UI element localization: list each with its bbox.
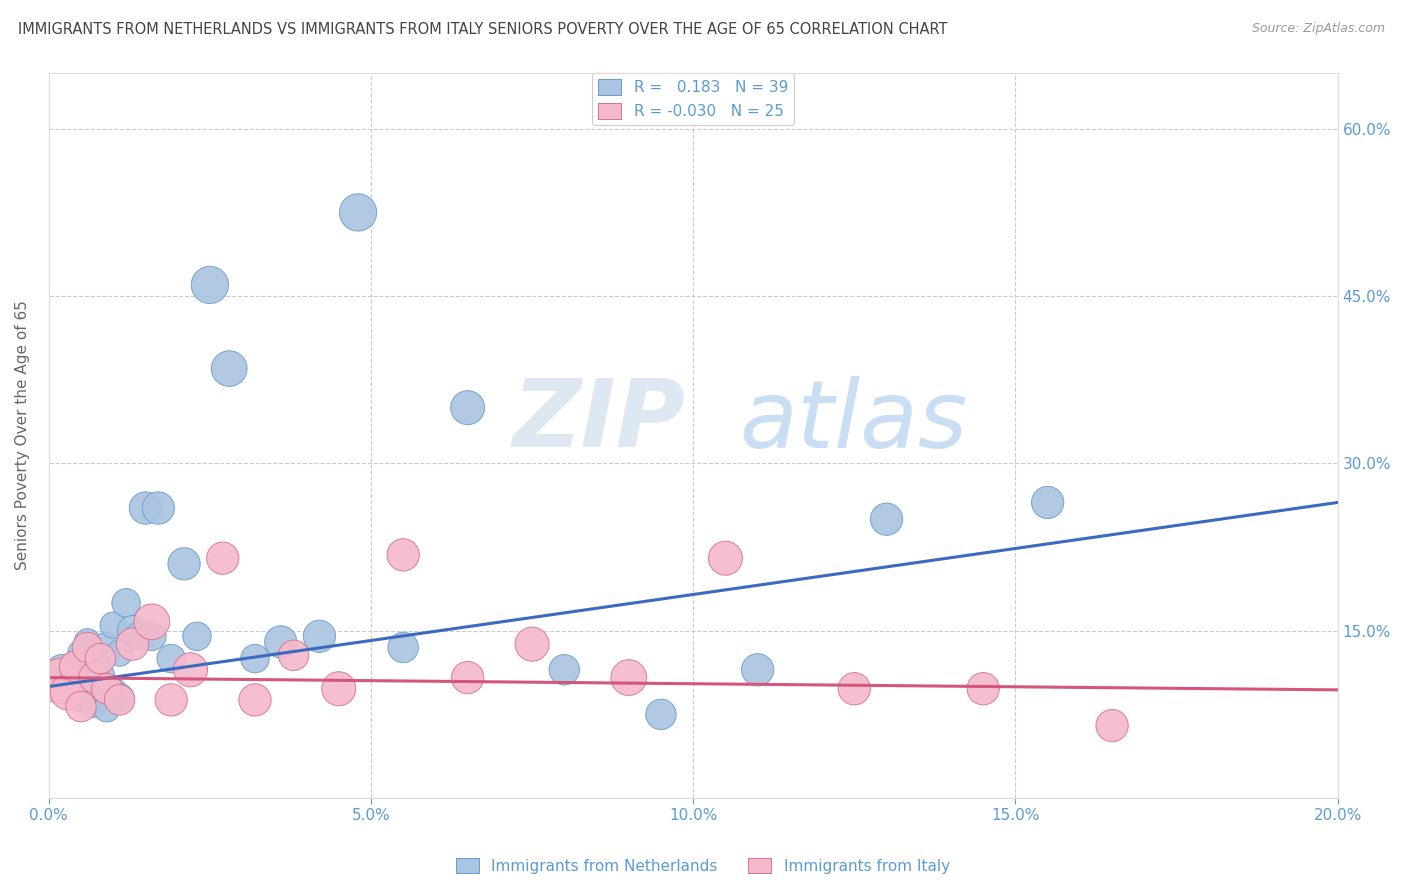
- Text: atlas: atlas: [740, 376, 967, 467]
- Point: [1101, 718, 1123, 732]
- Point: [617, 671, 640, 685]
- Point: [115, 596, 138, 610]
- Point: [76, 635, 98, 649]
- Point: [747, 663, 769, 677]
- Point: [83, 696, 105, 710]
- Point: [63, 657, 86, 672]
- Point: [148, 501, 170, 516]
- Point: [392, 548, 415, 562]
- Legend: R =   0.183   N = 39, R = -0.030   N = 25: R = 0.183 N = 39, R = -0.030 N = 25: [592, 73, 794, 125]
- Point: [243, 693, 266, 707]
- Point: [553, 663, 575, 677]
- Point: [83, 651, 105, 665]
- Point: [1036, 495, 1059, 509]
- Point: [89, 668, 111, 682]
- Point: [141, 615, 163, 629]
- Point: [211, 551, 233, 566]
- Point: [70, 646, 93, 660]
- Point: [328, 681, 350, 696]
- Point: [243, 651, 266, 665]
- Point: [56, 673, 79, 688]
- Point: [128, 629, 150, 643]
- Point: [89, 651, 111, 665]
- Point: [96, 640, 118, 655]
- Point: [520, 637, 543, 651]
- Legend: Immigrants from Netherlands, Immigrants from Italy: Immigrants from Netherlands, Immigrants …: [450, 852, 956, 880]
- Point: [76, 640, 98, 655]
- Point: [103, 618, 125, 632]
- Point: [392, 640, 415, 655]
- Point: [180, 663, 202, 677]
- Point: [283, 648, 305, 663]
- Point: [51, 673, 73, 688]
- Point: [70, 699, 93, 714]
- Point: [121, 624, 143, 638]
- Point: [160, 651, 183, 665]
- Point: [56, 685, 79, 699]
- Point: [650, 707, 672, 722]
- Text: ZIP: ZIP: [513, 375, 686, 467]
- Point: [96, 702, 118, 716]
- Point: [108, 646, 131, 660]
- Point: [218, 361, 240, 376]
- Point: [76, 680, 98, 694]
- Point: [160, 693, 183, 707]
- Text: Source: ZipAtlas.com: Source: ZipAtlas.com: [1251, 22, 1385, 36]
- Point: [134, 501, 156, 516]
- Point: [108, 690, 131, 705]
- Point: [457, 671, 479, 685]
- Point: [308, 629, 330, 643]
- Point: [972, 681, 994, 696]
- Point: [198, 277, 221, 292]
- Point: [270, 635, 292, 649]
- Point: [63, 685, 86, 699]
- Point: [844, 681, 866, 696]
- Point: [876, 512, 898, 526]
- Point: [141, 629, 163, 643]
- Point: [70, 690, 93, 705]
- Point: [96, 681, 118, 696]
- Text: IMMIGRANTS FROM NETHERLANDS VS IMMIGRANTS FROM ITALY SENIORS POVERTY OVER THE AG: IMMIGRANTS FROM NETHERLANDS VS IMMIGRANT…: [18, 22, 948, 37]
- Point: [108, 693, 131, 707]
- Point: [714, 551, 737, 566]
- Point: [83, 671, 105, 685]
- Point: [121, 637, 143, 651]
- Point: [63, 659, 86, 673]
- Y-axis label: Seniors Poverty Over the Age of 65: Seniors Poverty Over the Age of 65: [15, 301, 30, 571]
- Point: [173, 557, 195, 571]
- Point: [347, 205, 370, 219]
- Point: [186, 629, 208, 643]
- Point: [51, 663, 73, 677]
- Point: [457, 401, 479, 415]
- Point: [103, 685, 125, 699]
